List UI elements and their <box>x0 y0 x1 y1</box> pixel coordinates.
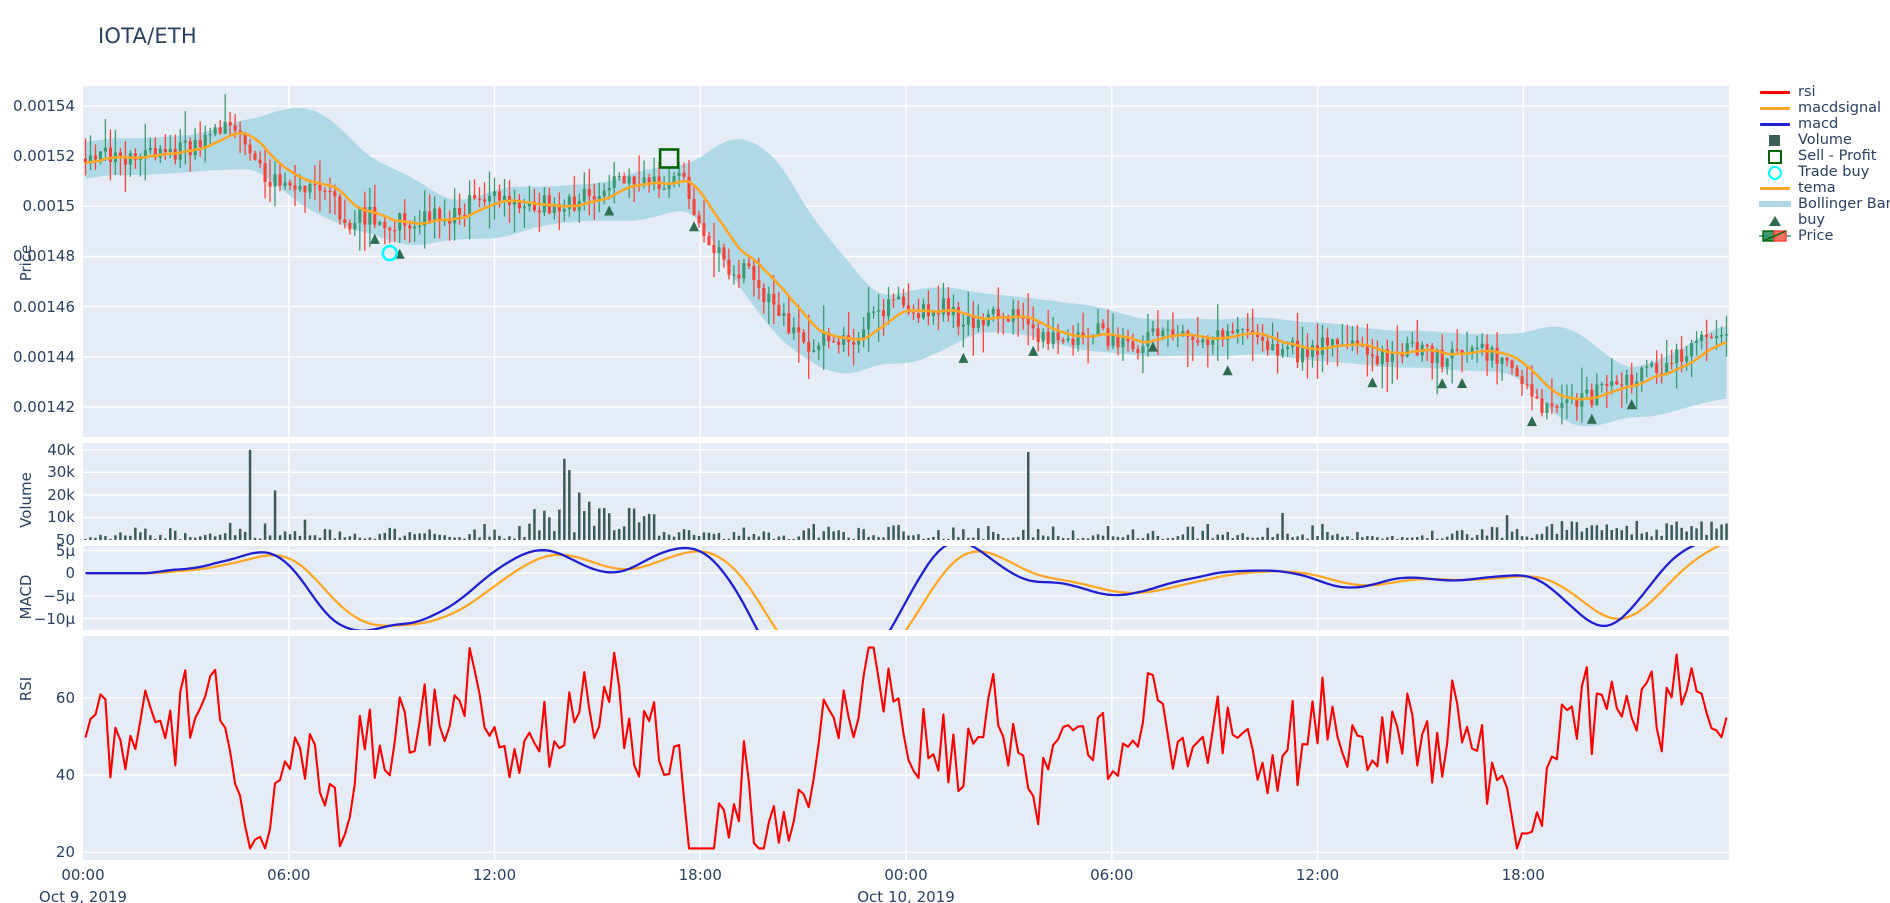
y-tick-volume-3: 10k <box>47 508 75 527</box>
page-title: IOTA/ETH <box>98 24 197 48</box>
x-tick-5: 06:00 <box>1090 866 1134 884</box>
y-tick-rsi-2: 20 <box>55 843 75 862</box>
rsi-axis-title: RSI <box>17 676 35 702</box>
y-tick-price-3: 0.00148 <box>12 247 75 266</box>
legend-item-bollinger-band[interactable]: Bollinger Band <box>1758 196 1890 212</box>
x-tick-3: 18:00 <box>678 866 722 884</box>
legend-key-sell-profit-icon <box>1758 148 1792 164</box>
legend-label-tema: tema <box>1798 180 1836 196</box>
legend-label-sell-profit: Sell - Profit <box>1798 148 1877 164</box>
y-tick-macd-3: −10µ <box>33 609 75 628</box>
y-tick-volume-0: 40k <box>47 440 75 459</box>
y-tick-macd-1: 0 <box>65 564 75 583</box>
legend-label-price: Price <box>1798 228 1834 244</box>
volume-bar-series <box>84 449 1728 540</box>
legend-item-buy[interactable]: buy <box>1758 212 1890 228</box>
legend-item-volume[interactable]: Volume <box>1758 132 1890 148</box>
tema-line <box>85 131 1727 401</box>
y-tick-price-4: 0.00146 <box>12 297 75 316</box>
macd-line <box>85 546 1696 630</box>
legend-label-macd: macd <box>1798 116 1839 132</box>
x-tick-7: 18:00 <box>1501 866 1545 884</box>
y-tick-volume-4: 50 <box>55 530 75 549</box>
legend-key-rsi-icon <box>1758 84 1792 100</box>
legend-label-bollinger-band: Bollinger Band <box>1798 196 1890 212</box>
trade-buy-marker-series <box>381 244 399 262</box>
y-tick-price-5: 0.00144 <box>12 347 75 366</box>
y-tick-macd-2: −5µ <box>43 586 75 605</box>
macd-chart-panel[interactable] <box>83 546 1729 630</box>
x-tick-0: 00:00 <box>61 866 105 884</box>
legend-label-trade-buy: Trade buy <box>1798 164 1870 180</box>
legend-item-price[interactable]: Price <box>1758 228 1890 244</box>
x-tick-1: 06:00 <box>267 866 311 884</box>
legend-key-bollinger-band-icon <box>1758 196 1792 212</box>
legend-item-tema[interactable]: tema <box>1758 180 1890 196</box>
legend-item-macdsignal[interactable]: macdsignal <box>1758 100 1890 116</box>
macd-axis-title: MACD <box>17 574 35 620</box>
legend-key-tema-icon <box>1758 180 1792 196</box>
x-tick-4: 00:00 <box>884 866 928 884</box>
y-tick-price-2: 0.0015 <box>22 197 76 216</box>
y-tick-price-6: 0.00142 <box>12 397 75 416</box>
legend-key-macdsignal-icon <box>1758 100 1792 116</box>
legend-item-sell-profit[interactable]: Sell - Profit <box>1758 148 1890 164</box>
legend-key-macd-icon <box>1758 116 1792 132</box>
buy-marker-series <box>369 205 1637 427</box>
legend-label-buy: buy <box>1798 212 1825 228</box>
price-chart-panel[interactable] <box>83 86 1729 437</box>
chart-legend: rsi macdsignal macd Volume Sell - Profit <box>1758 84 1890 244</box>
volume-chart-panel[interactable] <box>83 443 1729 540</box>
legend-key-volume-icon <box>1758 132 1792 148</box>
y-tick-price-0: 0.00154 <box>12 97 75 116</box>
volume-axis-title: Volume <box>17 472 35 528</box>
y-tick-volume-1: 30k <box>47 463 75 482</box>
legend-label-volume: Volume <box>1798 132 1852 148</box>
y-tick-macd-0: 5µ <box>55 541 75 560</box>
legend-label-rsi: rsi <box>1798 84 1816 100</box>
legend-item-trade-buy[interactable]: Trade buy <box>1758 164 1890 180</box>
legend-item-macd[interactable]: macd <box>1758 116 1890 132</box>
legend-key-buy-icon <box>1758 212 1792 228</box>
x-tick-2: 12:00 <box>472 866 517 884</box>
y-tick-price-1: 0.00152 <box>12 147 75 166</box>
x-tick-6: 12:00 <box>1295 866 1340 884</box>
y-tick-volume-2: 20k <box>47 485 75 504</box>
legend-key-trade-buy-icon <box>1758 164 1792 180</box>
legend-label-macdsignal: macdsignal <box>1798 100 1882 116</box>
y-tick-rsi-1: 40 <box>55 766 75 785</box>
y-tick-rsi-0: 60 <box>55 688 75 707</box>
legend-key-price-icon <box>1758 228 1792 244</box>
x-tick-date-0: Oct 9, 2019 <box>39 888 127 903</box>
rsi-chart-panel[interactable] <box>83 636 1729 860</box>
rsi-line <box>84 646 1728 850</box>
legend-item-rsi[interactable]: rsi <box>1758 84 1890 100</box>
sell-profit-marker-series <box>658 148 680 169</box>
price-axis-title: Price <box>17 244 35 282</box>
x-tick-date-4: Oct 10, 2019 <box>857 888 955 903</box>
